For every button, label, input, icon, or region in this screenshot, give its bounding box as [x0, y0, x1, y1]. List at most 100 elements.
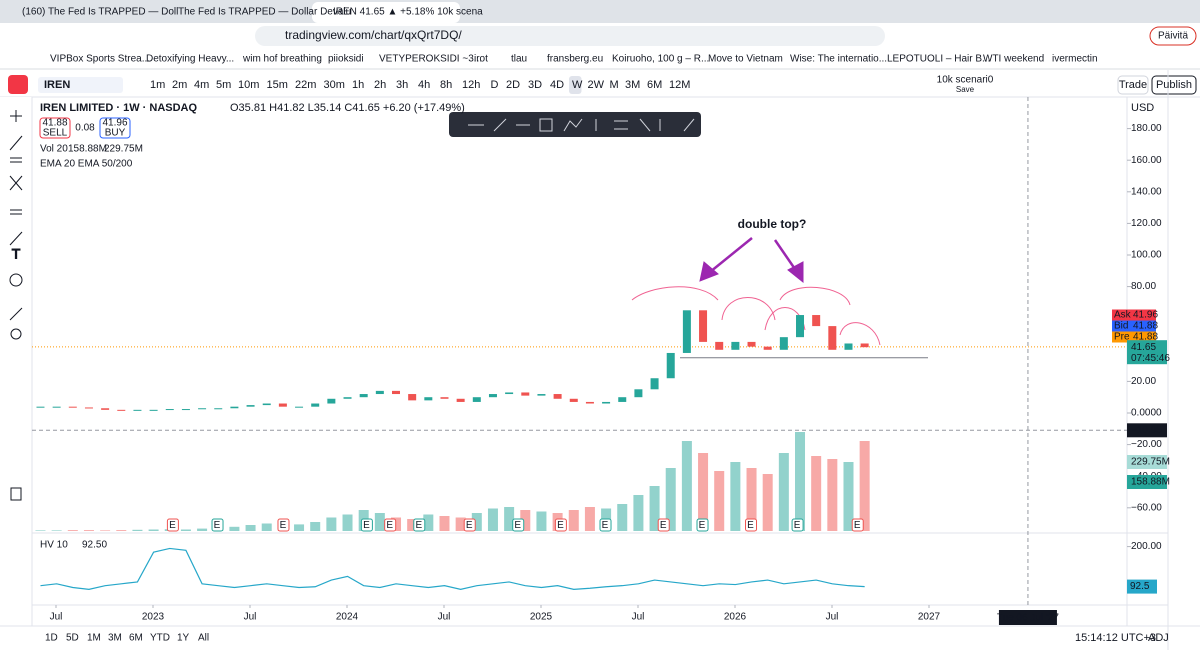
bookmark[interactable]: wim hof breathing [242, 54, 322, 65]
publish[interactable]: Publish [1156, 79, 1192, 91]
adj[interactable]: ADJ [1148, 632, 1169, 644]
bookmark[interactable]: irot [474, 54, 488, 65]
interval[interactable]: 2h [374, 79, 386, 91]
address-box[interactable] [255, 26, 885, 46]
earnings-marker[interactable] [360, 518, 373, 532]
bookmark[interactable]: Move to Vietnam [708, 54, 783, 65]
interval[interactable]: 8h [440, 79, 452, 91]
annotation: double top? [738, 217, 807, 231]
drawing-toolbar[interactable] [449, 112, 701, 137]
update-label[interactable]: Päivitä [1158, 31, 1188, 42]
earnings-marker[interactable] [851, 518, 864, 532]
earnings-marker[interactable] [211, 518, 224, 532]
range-button[interactable]: 3M [108, 633, 122, 644]
candle [198, 408, 207, 410]
price-tick-label: 140.00 [1131, 186, 1162, 197]
interval[interactable]: 1m [150, 79, 165, 91]
earnings-marker[interactable] [657, 518, 670, 532]
candle [844, 343, 853, 350]
earnings-marker[interactable] [791, 518, 804, 532]
earnings-marker[interactable] [599, 518, 612, 532]
range-button[interactable]: 6M [129, 633, 143, 644]
volume-bar [261, 523, 272, 531]
buy-price: 41.96 [102, 118, 127, 129]
candle [214, 408, 223, 410]
interval[interactable]: 3D [528, 79, 542, 91]
interval[interactable]: M [610, 79, 619, 91]
interval[interactable]: W [572, 79, 583, 91]
time-tick-label: 2025 [530, 612, 553, 623]
trade[interactable]: Trade [1119, 79, 1147, 91]
interval[interactable]: 6M [647, 79, 662, 91]
interval[interactable]: 22m [295, 79, 316, 91]
interval[interactable]: 30m [324, 79, 345, 91]
interval[interactable]: 2D [506, 79, 520, 91]
bookmark[interactable]: tlau [511, 54, 527, 65]
interval[interactable]: 2W [588, 79, 605, 91]
bookmark[interactable]: Wise: The internatio... [790, 54, 887, 65]
earnings-marker[interactable] [166, 518, 179, 532]
interval[interactable]: 4D [550, 79, 564, 91]
bookmark[interactable]: LEPOTUOLI – Hair B... [887, 54, 990, 65]
interval[interactable]: 1h [352, 79, 364, 91]
earnings-marker[interactable] [413, 518, 426, 532]
interval[interactable]: 10m [238, 79, 259, 91]
trade-button[interactable] [1117, 75, 1149, 95]
interval[interactable]: 4m [194, 79, 209, 91]
bookmark[interactable]: piioksidi [328, 54, 364, 65]
sell-button[interactable] [39, 117, 71, 139]
earnings-marker[interactable] [696, 518, 709, 532]
bookmark[interactable]: VETYPEROKSIDI ~3... [379, 54, 482, 65]
bookmark[interactable]: Detoxifying Heavy... [146, 54, 234, 65]
symbol[interactable]: IREN [44, 79, 70, 91]
tab-title[interactable]: The Fed Is TRAPPED — Dollar Devalu [178, 7, 351, 18]
candle [585, 401, 594, 404]
volume-bar [730, 462, 741, 531]
earnings-marker[interactable] [745, 518, 758, 532]
bookmark[interactable]: fransberg.eu [547, 54, 603, 65]
earnings-marker[interactable] [554, 518, 567, 532]
volume-bar [326, 517, 337, 531]
interval[interactable]: D [491, 79, 499, 91]
interval[interactable]: 2m [172, 79, 187, 91]
earnings-marker[interactable] [463, 518, 476, 532]
publish-button[interactable] [1151, 75, 1197, 95]
earnings-label: E [363, 520, 370, 531]
currency: USD [1131, 102, 1154, 114]
interval[interactable]: 3h [396, 79, 408, 91]
range-button[interactable]: 5D [66, 633, 79, 644]
active-tab[interactable] [312, 2, 460, 23]
url[interactable]: tradingview.com/chart/qxQrt7DQ/ [285, 28, 462, 42]
candle [408, 394, 417, 401]
symbol-box[interactable] [38, 77, 123, 93]
bookmark[interactable]: Koiruoho, 100 g – R... [612, 54, 709, 65]
earnings-marker[interactable] [277, 518, 290, 532]
buy-button[interactable] [99, 117, 131, 139]
interval[interactable]: 12h [462, 79, 480, 91]
tool-icons: T [9, 110, 23, 501]
range-button[interactable]: 1D [45, 633, 58, 644]
earnings-marker[interactable] [384, 518, 397, 532]
logo[interactable] [8, 75, 28, 94]
clock: 15:14:12 UTC+3 [1075, 632, 1156, 644]
scenario-name[interactable]: 10k scenari0 [937, 75, 994, 86]
interval[interactable]: 15m [267, 79, 288, 91]
interval[interactable]: 3M [625, 79, 640, 91]
range-button[interactable]: All [198, 633, 209, 644]
update-button[interactable] [1149, 26, 1197, 46]
volume-bar [407, 519, 418, 531]
earnings-marker[interactable] [512, 518, 525, 532]
bookmark[interactable]: WTI weekend [983, 54, 1044, 65]
range-button[interactable]: 1Y [177, 633, 190, 644]
bookmark[interactable]: VIPBox Sports Strea... [50, 54, 150, 65]
interval[interactable]: 5m [216, 79, 231, 91]
bookmark[interactable]: ivermectin [1052, 54, 1098, 65]
range-button[interactable]: YTD [150, 633, 170, 644]
interval[interactable]: 12M [669, 79, 690, 91]
tab-title[interactable]: (160) The Fed Is TRAPPED — Doll [22, 7, 178, 18]
interval[interactable]: 4h [418, 79, 430, 91]
tab-title[interactable]: IREN 41.65 ▲ +5.18% 10k scena [333, 7, 483, 18]
dynamic-layer: (160) The Fed Is TRAPPED — Doll The Fed I… [22, 7, 1170, 644]
range-button[interactable]: 1M [87, 633, 101, 644]
volume-label: Vol 20 [40, 144, 68, 155]
